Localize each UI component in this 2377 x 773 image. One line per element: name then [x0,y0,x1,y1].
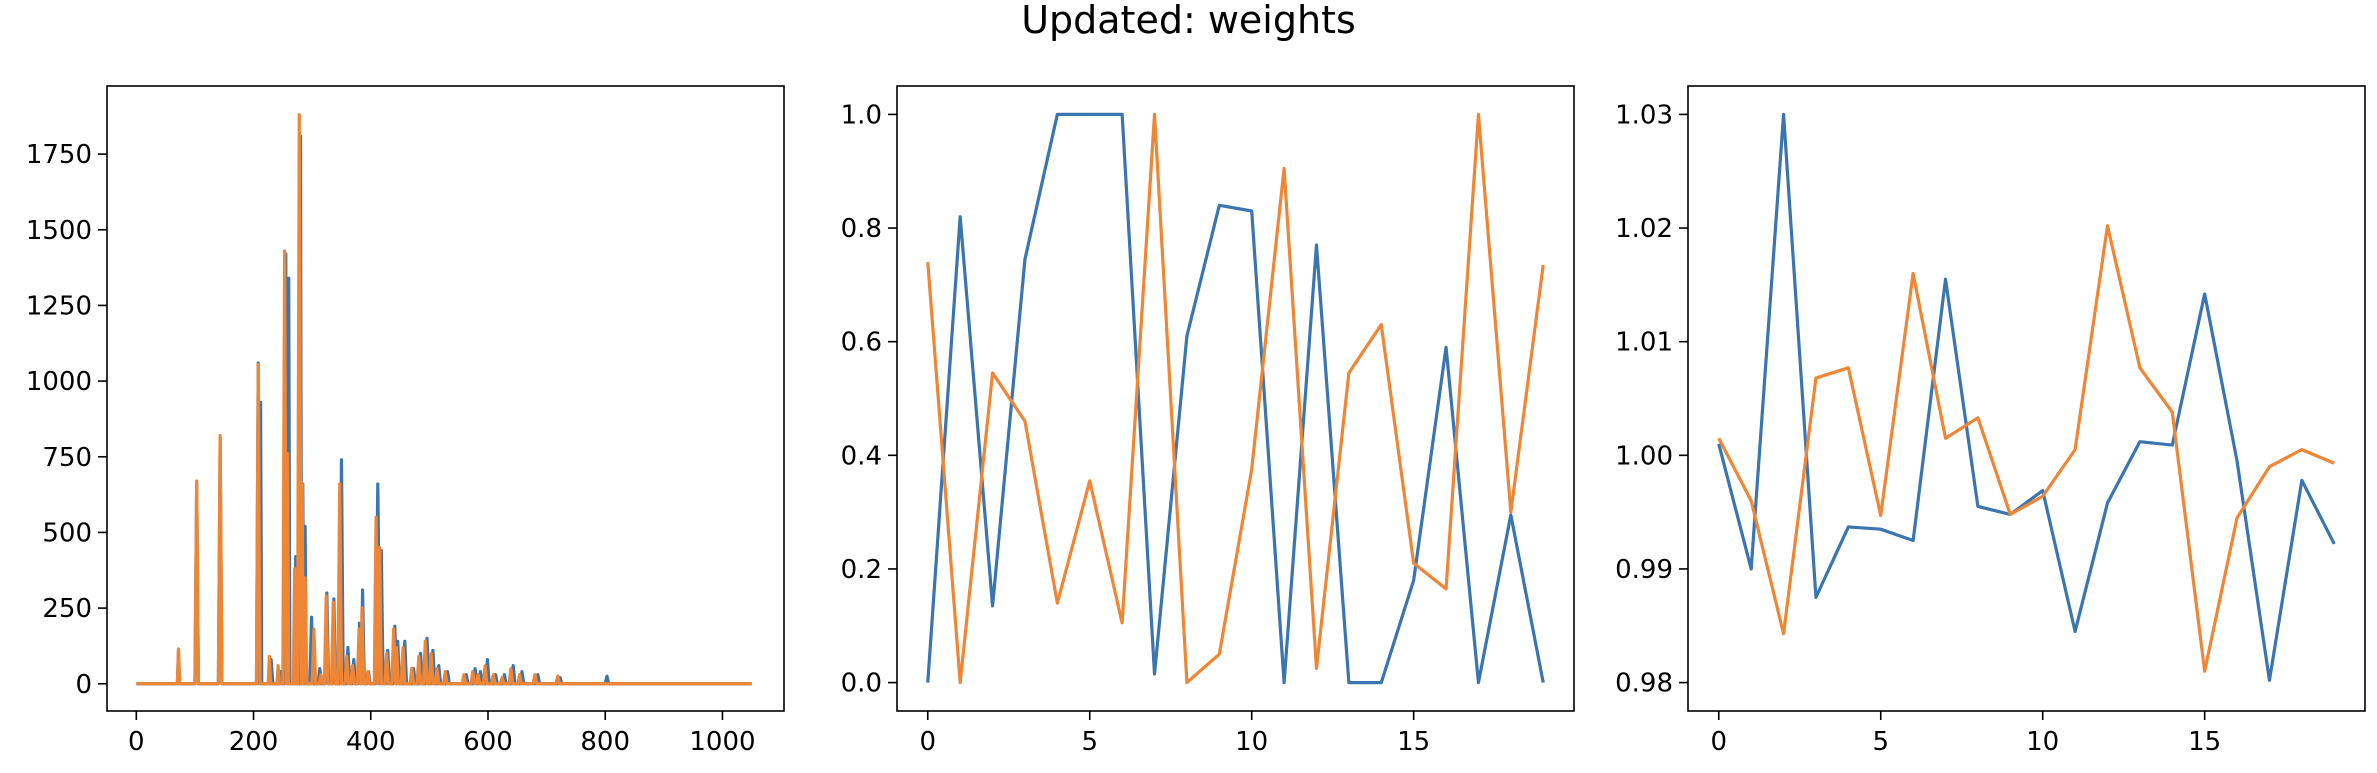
subplot-2-normalized-weights: 0 5 10 15 0.0 0.2 0.4 0.6 0.8 1.0 [841,85,1575,757]
subplot-1-weights-distribution: 0 200 400 600 800 1000 0 250 500 750 1000 1250 1500 1… [26,85,785,757]
y-tick-label: 750 [42,443,92,473]
x-tick-label: 400 [346,727,396,757]
y-tick-label: 0.98 [1615,669,1673,699]
x-tick-label: 0 [919,727,936,757]
series-line-1 [926,112,1545,685]
x-tick-label: 200 [229,727,279,757]
x-tick-label: 10 [2026,727,2059,757]
y-tick-label: 0.8 [841,214,882,244]
x-tick-label: 0 [128,727,145,757]
x-tick-label: 5 [1872,727,1889,757]
x-tick-label: 15 [1397,727,1430,757]
y-tick-label: 500 [42,518,92,548]
y-tick-label: 1.02 [1615,214,1673,244]
x-tick-label: 0 [1710,727,1727,757]
y-tick-label: 1.00 [1615,441,1673,471]
y-tick-label: 0.4 [841,441,882,471]
axes-frame [1687,85,2366,712]
x-tick-label: 15 [2188,727,2221,757]
axes-frame [106,85,785,712]
y-tick-label: 0 [75,670,92,700]
series-line-2 [926,112,1545,685]
figure-title: Updated: weights [1021,0,1356,42]
y-tick-label: 0.6 [841,328,882,358]
series-line-1 [136,134,752,686]
y-tick-label: 1.0 [841,100,882,130]
series-line-2 [136,113,752,686]
y-tick-label: 1750 [26,140,92,170]
series-line-2 [1717,224,2335,673]
y-tick-label: 0.2 [841,555,882,585]
x-tick-label: 1000 [689,727,755,757]
y-tick-label: 1500 [26,216,92,246]
y-tick-label: 1000 [26,367,92,397]
x-tick-label: 800 [580,727,630,757]
y-tick-label: 1250 [26,291,92,321]
series-line-1 [1717,112,2336,682]
x-tick-label: 5 [1081,727,1098,757]
x-tick-label: 10 [1235,727,1268,757]
subplot-3-weight-ratios: 0 5 10 15 0.98 0.99 1.00 1.01 1.02 1.03 [1615,85,2366,757]
y-tick-label: 250 [42,594,92,624]
y-tick-label: 1.03 [1615,100,1673,130]
axes-frame [896,85,1575,712]
y-tick-label: 0.0 [841,669,882,699]
y-tick-label: 0.99 [1615,555,1673,585]
x-tick-label: 600 [463,727,513,757]
y-tick-label: 1.01 [1615,328,1673,358]
